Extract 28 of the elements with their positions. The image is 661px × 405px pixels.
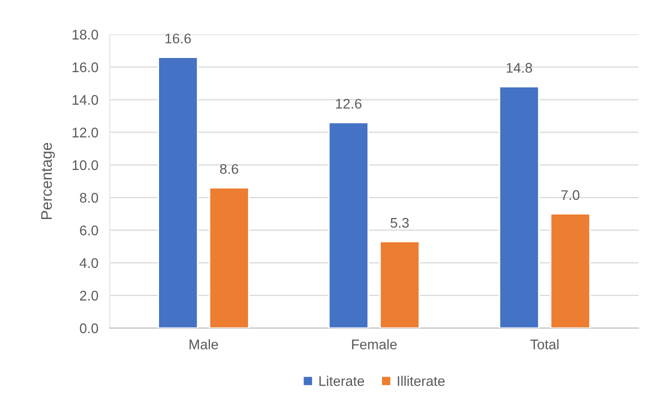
bar	[328, 122, 369, 328]
data-label: 12.6	[336, 98, 362, 109]
y-tick-label: 16.0	[72, 62, 98, 72]
y-tick-label: 0.0	[80, 323, 98, 334]
y-tick-label: 14.0	[72, 95, 98, 105]
x-tick-label: Male	[190, 339, 218, 350]
y-tick-label: 10.0	[72, 160, 98, 170]
x-tick-label: Total	[530, 339, 558, 350]
data-label: 16.6	[166, 34, 191, 44]
legend-label: Illiterate	[398, 376, 445, 386]
x-tick-label: Female	[352, 339, 397, 350]
data-label: 14.8	[506, 62, 532, 73]
data-label: 8.6	[220, 164, 238, 174]
bar	[498, 86, 540, 328]
y-tick-label: 4.0	[80, 258, 98, 268]
bar	[379, 240, 420, 328]
data-label: 5.3	[390, 218, 409, 228]
legend-label: Literate	[319, 376, 364, 386]
bar	[208, 187, 250, 328]
y-tick-label: 8.0	[80, 192, 98, 203]
bar	[158, 56, 198, 328]
bar	[550, 213, 591, 328]
y-tick-label: 12.0	[72, 128, 98, 138]
y-tick-label: 18.0	[72, 30, 98, 40]
y-tick-label: 2.0	[80, 290, 98, 301]
y-axis-title: Percentage	[41, 142, 55, 220]
y-tick-label: 6.0	[80, 226, 98, 236]
data-label: 7.0	[561, 190, 580, 200]
